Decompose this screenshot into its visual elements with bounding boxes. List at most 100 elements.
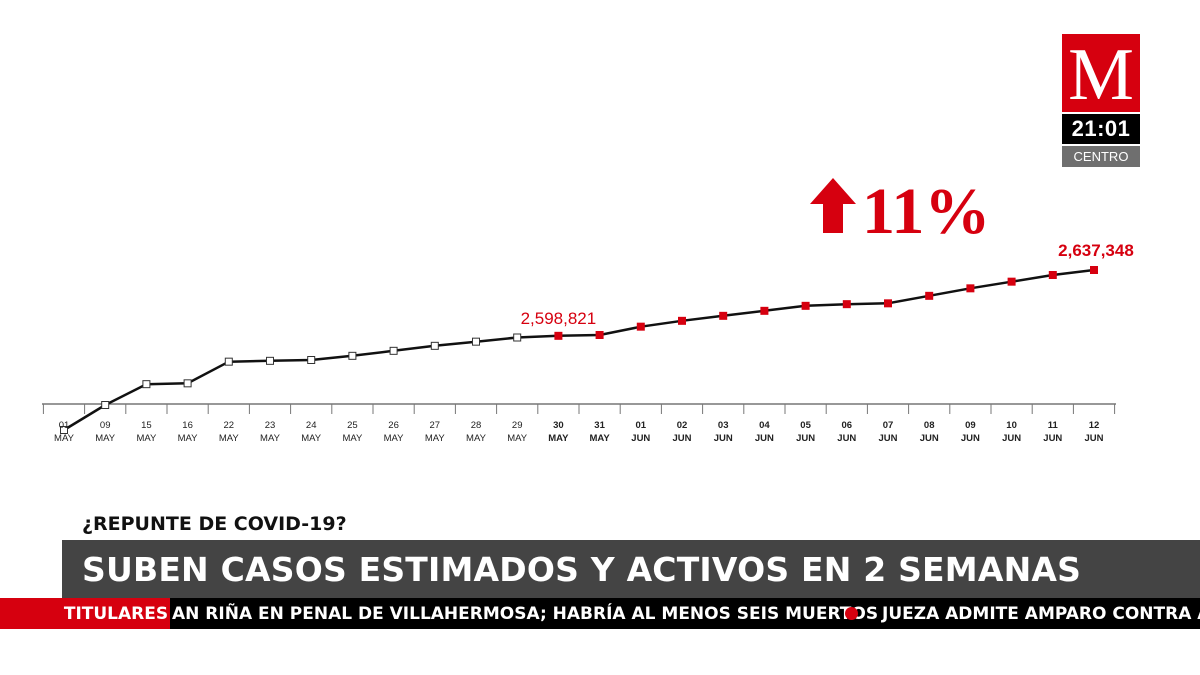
data-point	[801, 301, 810, 310]
x-tick-label-month: JUN	[961, 433, 980, 444]
x-tick-label-day: 23	[265, 420, 276, 431]
x-tick-label-day: 09	[100, 420, 111, 431]
data-point	[884, 299, 892, 308]
x-tick-label-month: MAY	[507, 433, 528, 444]
ticker-label: TITULARES	[62, 598, 170, 629]
x-tick-label-month: JUN	[631, 433, 650, 444]
data-point	[348, 351, 357, 360]
x-tick-label-day: 16	[182, 420, 193, 431]
x-tick-label-month: JUN	[796, 433, 815, 444]
data-point	[101, 401, 110, 409]
data-point	[1090, 266, 1098, 274]
data-point	[389, 346, 398, 355]
ticker-accent	[0, 598, 62, 629]
x-tick-label-day: 03	[718, 420, 729, 431]
data-point	[224, 357, 233, 366]
headline-bar	[62, 540, 1200, 598]
x-tick-label-day: 06	[842, 420, 853, 431]
data-point	[760, 306, 769, 315]
x-tick-label-month: MAY	[301, 433, 322, 444]
data-point	[966, 284, 975, 293]
channel-logo: M	[1062, 34, 1140, 112]
x-tick-label-month: MAY	[54, 433, 75, 444]
x-tick-label-day: 07	[883, 420, 894, 431]
cases-series-line	[63, 268, 1095, 432]
cases-line-chart: 01 MAY 09 MAY 15 MAY 16 MAY 22 MAY 23 MAY 24 MAY 25 MAY…	[42, 175, 1134, 444]
x-tick-label-month: MAY	[589, 433, 610, 444]
x-tick-label-month: MAY	[342, 433, 363, 444]
x-tick-label-month: MAY	[260, 433, 281, 444]
x-tick-label-day: 02	[677, 420, 688, 431]
data-point	[1007, 277, 1016, 286]
data-point	[183, 379, 192, 388]
x-tick-label-day: 04	[759, 420, 770, 431]
data-point	[842, 300, 851, 309]
x-tick-label-day: 27	[430, 420, 441, 431]
x-tick-label-month: MAY	[219, 433, 240, 444]
data-point	[925, 291, 934, 300]
data-point	[142, 380, 151, 389]
data-point	[307, 356, 316, 364]
percent-change-label: 11%	[862, 175, 990, 248]
data-point	[595, 331, 604, 339]
data-point	[430, 341, 439, 350]
data-point	[266, 356, 274, 365]
x-tick-label-month: MAY	[136, 433, 157, 444]
x-tick-label-day: 31	[594, 420, 605, 431]
headline-text: SUBEN CASOS ESTIMADOS Y ACTIVOS EN 2 SEM…	[82, 549, 1082, 589]
broadcast-clock: 21:01	[1062, 114, 1140, 144]
x-tick-label-day: 28	[471, 420, 482, 431]
x-tick-label-day: 09	[965, 420, 976, 431]
x-tick-label-day: 29	[512, 420, 523, 431]
data-point	[636, 322, 645, 331]
ticker-track: AN RIÑA EN PENAL DE VILLAHERMOSA; HABRÍA…	[170, 598, 1200, 629]
x-tick-label-day: 30	[553, 420, 564, 431]
headline-kicker: ¿REPUNTE DE COVID-19?	[82, 513, 347, 535]
change-annotation: 11%	[810, 175, 990, 248]
data-point	[554, 331, 563, 340]
x-tick-label-day: 24	[306, 420, 317, 431]
data-points	[60, 266, 1098, 434]
value-labels: 2,598,821 2,637,348	[521, 241, 1134, 328]
x-tick-label-month: JUN	[672, 433, 691, 444]
value-label: 2,598,821	[521, 309, 597, 328]
data-point	[513, 333, 522, 342]
x-tick-label-month: MAY	[95, 433, 116, 444]
data-point	[719, 311, 728, 320]
x-tick-label-month: MAY	[384, 433, 405, 444]
x-tick-label-day: 22	[224, 420, 235, 431]
x-tick-label-month: MAY	[548, 433, 569, 444]
x-tick-label-month: MAY	[178, 433, 199, 444]
x-tick-label-day: 11	[1048, 420, 1059, 431]
data-point	[1048, 271, 1057, 279]
series-line-layer	[63, 268, 1095, 432]
data-point	[60, 426, 68, 434]
news-ticker	[0, 598, 1200, 629]
x-tick-label-day: 15	[141, 420, 152, 431]
time-zone-label: CENTRO	[1062, 146, 1140, 167]
x-tick-label-day: 05	[800, 420, 811, 431]
data-point	[678, 316, 686, 325]
tick-labels: 01 MAY 09 MAY 15 MAY 16 MAY 22 MAY 23 MAY 24 MAY 25 MAY…	[54, 420, 1104, 444]
ticker-item: JUEZA ADMITE AMPARO CONTRA AM	[882, 603, 1200, 624]
x-tick-label-day: 01	[59, 420, 70, 431]
value-label: 2,637,348	[1058, 241, 1134, 260]
x-tick-label-month: JUN	[755, 433, 774, 444]
x-tick-label-month: MAY	[425, 433, 446, 444]
x-tick-label-month: JUN	[1043, 433, 1062, 444]
x-tick-label-day: 01	[636, 420, 647, 431]
x-tick-label-month: MAY	[466, 433, 487, 444]
x-tick-label-day: 25	[347, 420, 358, 431]
x-tick-label-month: JUN	[878, 433, 897, 444]
x-tick-label-month: JUN	[714, 433, 733, 444]
x-tick-label-day: 12	[1089, 420, 1100, 431]
x-tick-label-month: JUN	[920, 433, 939, 444]
data-point	[472, 337, 480, 346]
up-arrow-icon	[810, 178, 856, 233]
ticker-item: AN RIÑA EN PENAL DE VILLAHERMOSA; HABRÍA…	[172, 603, 879, 624]
x-tick-label-day: 08	[924, 420, 935, 431]
x-tick-label-day: 26	[388, 420, 399, 431]
x-tick-label-month: JUN	[837, 433, 856, 444]
x-tick-label-month: JUN	[1002, 433, 1021, 444]
x-tick-label-month: JUN	[1084, 433, 1103, 444]
